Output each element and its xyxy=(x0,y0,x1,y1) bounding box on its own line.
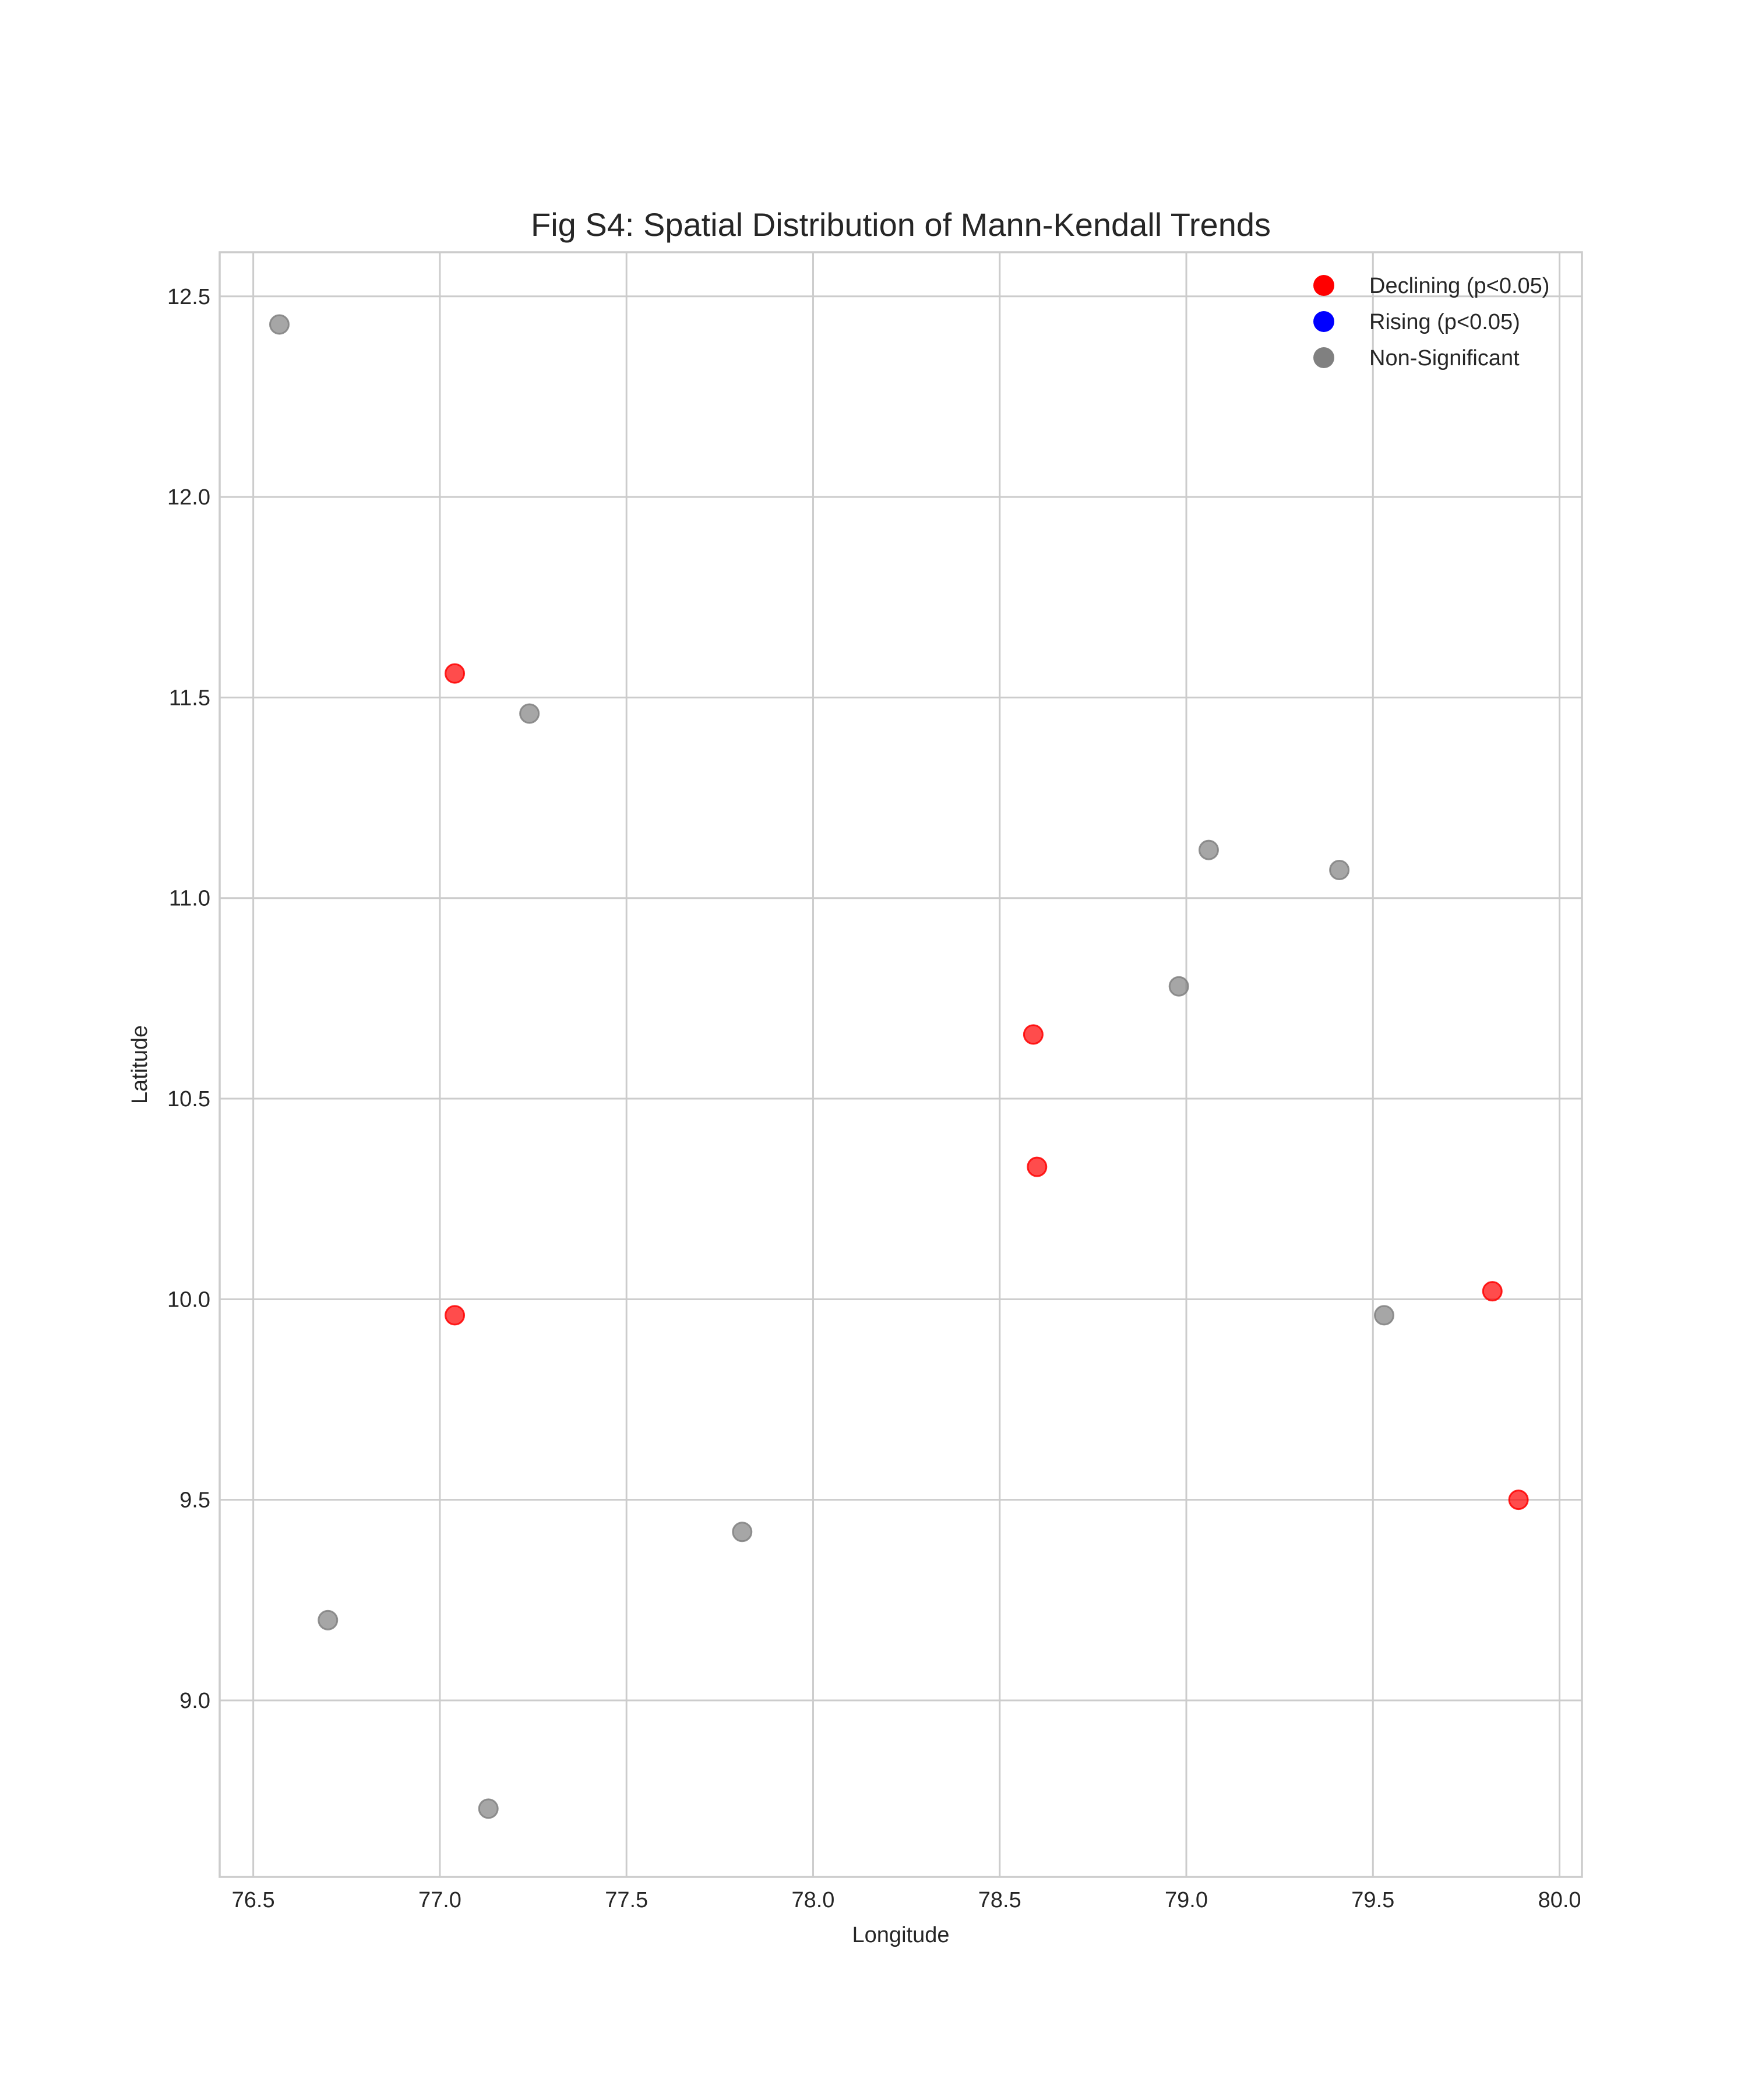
x-axis-label: Longitude xyxy=(852,1923,950,1947)
y-tick-label: 11.0 xyxy=(169,887,210,911)
data-point xyxy=(519,703,540,724)
data-point xyxy=(269,314,290,335)
x-tick-label: 78.5 xyxy=(978,1888,1021,1912)
data-point xyxy=(445,1305,466,1326)
legend-label: Rising (p<0.05) xyxy=(1369,310,1520,334)
x-tick-label: 76.5 xyxy=(232,1888,275,1912)
legend-marker xyxy=(1313,347,1334,368)
data-point xyxy=(318,1610,339,1630)
y-tick-label: 11.5 xyxy=(169,686,210,710)
legend-marker xyxy=(1313,275,1334,296)
x-tick-label: 77.5 xyxy=(605,1888,648,1912)
data-point xyxy=(1168,976,1189,997)
grid xyxy=(220,252,1582,1877)
x-tick-label: 79.5 xyxy=(1351,1888,1394,1912)
data-point xyxy=(1508,1490,1529,1510)
data-point xyxy=(1027,1156,1048,1177)
data-point xyxy=(1482,1281,1503,1302)
data-point xyxy=(732,1522,753,1543)
y-tick-label: 12.5 xyxy=(167,285,210,309)
y-tick-label: 12.0 xyxy=(167,485,210,510)
y-axis-ticks: 9.0 9.5 10.0 10.5 11.0 11.5 12.0 12.5 xyxy=(167,285,210,1713)
y-tick-label: 10.0 xyxy=(167,1287,210,1312)
legend: Declining (p<0.05) Rising (p<0.05) Non-Sig… xyxy=(1313,274,1549,370)
legend-label: Non-Significant xyxy=(1369,346,1520,370)
data-point xyxy=(1374,1305,1395,1326)
data-points xyxy=(269,314,1529,1819)
x-tick-label: 79.0 xyxy=(1165,1888,1208,1912)
plot-frame xyxy=(218,251,1583,1878)
data-point xyxy=(1023,1024,1044,1045)
y-tick-label: 10.5 xyxy=(167,1087,210,1111)
chart-title: Fig S4: Spatial Distribution of Mann-Ken… xyxy=(531,206,1271,243)
legend-label: Declining (p<0.05) xyxy=(1369,274,1549,298)
x-tick-label: 80.0 xyxy=(1538,1888,1581,1912)
x-tick-label: 77.0 xyxy=(418,1888,461,1912)
data-point xyxy=(445,663,466,684)
x-axis-ticks: 76.5 77.0 77.5 78.0 78.5 79.0 79.5 80.0 xyxy=(232,1888,1581,1912)
data-point xyxy=(1329,860,1350,881)
x-tick-label: 78.0 xyxy=(791,1888,834,1912)
legend-marker xyxy=(1313,311,1334,332)
data-point xyxy=(478,1798,499,1819)
y-axis-label: Latitude xyxy=(128,1025,152,1104)
y-tick-label: 9.5 xyxy=(179,1488,210,1513)
y-tick-label: 9.0 xyxy=(179,1689,210,1713)
data-point xyxy=(1198,839,1219,860)
